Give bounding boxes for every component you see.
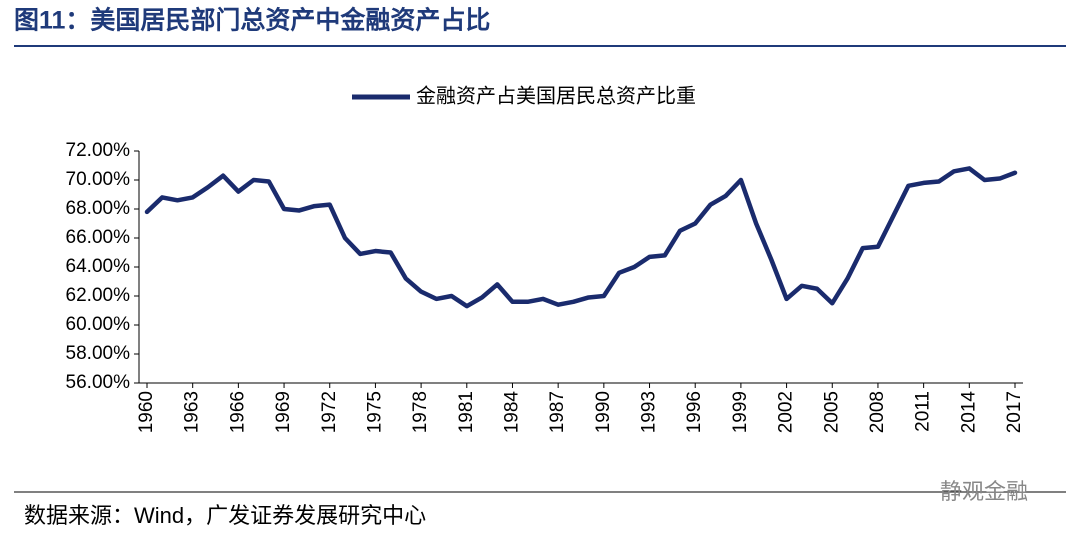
x-tick-label: 1996 (684, 391, 705, 433)
x-tick-label: 2002 (776, 391, 797, 433)
y-tick-label: 56.00% (66, 372, 131, 393)
x-tick-label: 1975 (364, 391, 385, 433)
legend-label: 金融资产占美国居民总资产比重 (416, 84, 696, 107)
x-tick-label: 1963 (182, 391, 203, 433)
x-tick-label: 1981 (456, 391, 477, 433)
y-tick-label: 64.00% (66, 256, 131, 277)
y-tick-label: 60.00% (66, 314, 131, 335)
x-tick-label: 1969 (273, 391, 294, 433)
y-tick-label: 72.00% (66, 140, 131, 161)
x-tick-label: 2008 (867, 391, 888, 433)
x-tick-label: 1984 (501, 391, 522, 434)
x-tick-label: 1972 (319, 391, 340, 433)
source-note: 数据来源：Wind，广发证券发展研究中心 (24, 503, 426, 528)
y-tick-label: 58.00% (66, 343, 131, 364)
y-tick-label: 70.00% (66, 169, 131, 190)
x-tick-label: 2005 (821, 391, 842, 433)
x-tick-label: 1999 (730, 391, 751, 433)
x-tick-label: 1960 (136, 391, 157, 433)
watermark: 静观金融 (940, 479, 1028, 504)
x-tick-label: 1987 (547, 391, 568, 433)
x-tick-label: 1978 (410, 391, 431, 433)
x-tick-label: 1966 (227, 391, 248, 433)
y-tick-label: 62.00% (66, 285, 131, 306)
y-tick-label: 68.00% (66, 198, 131, 219)
x-tick-label: 2017 (1004, 391, 1025, 433)
x-tick-label: 2014 (958, 391, 979, 434)
x-tick-label: 2011 (913, 391, 934, 432)
data-line (144, 166, 1018, 309)
chart-title: 图11：美国居民部门总资产中金融资产占比 (14, 6, 490, 35)
x-tick-label: 1990 (593, 391, 614, 433)
y-tick-label: 66.00% (66, 227, 131, 248)
x-tick-label: 1993 (639, 391, 660, 433)
